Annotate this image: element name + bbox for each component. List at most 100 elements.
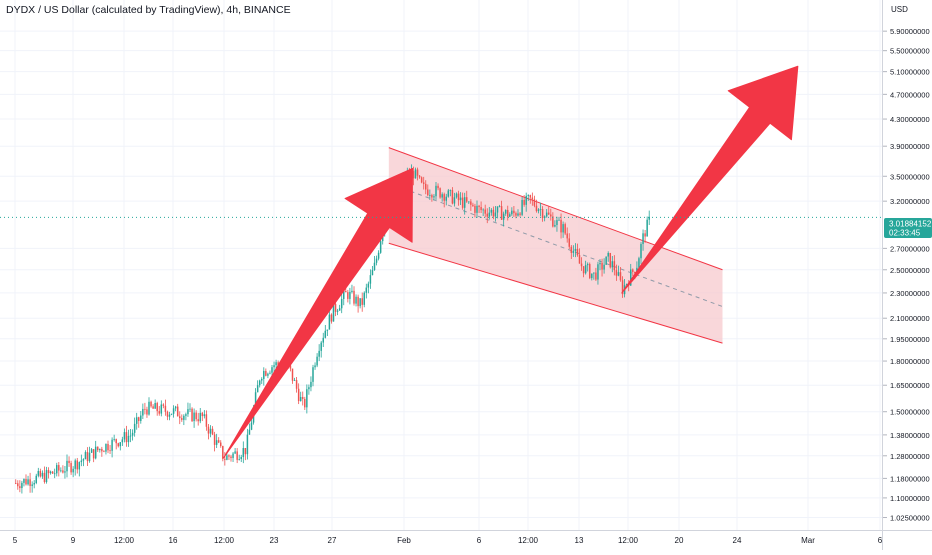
candle [72, 466, 74, 478]
candle [371, 265, 374, 276]
x-tick-label: 12:00 [618, 536, 639, 545]
candle [494, 206, 497, 222]
x-tick-label: 23 [270, 536, 279, 545]
candle [445, 193, 447, 206]
candle [183, 414, 185, 426]
price-tag-countdown: 02:33:45 [889, 229, 921, 238]
x-tick-label: 12:00 [214, 536, 235, 545]
candle [519, 211, 521, 217]
candle [299, 391, 302, 402]
candle [162, 403, 165, 409]
candle [211, 426, 214, 436]
candle [556, 216, 558, 232]
candle [220, 440, 222, 448]
candle [232, 452, 234, 463]
candle [29, 472, 31, 493]
candle [103, 450, 105, 453]
channel-lower-line[interactable] [388, 242, 723, 344]
candle [121, 436, 124, 446]
x-tick-label: Mar [801, 536, 815, 545]
candle [437, 183, 439, 191]
arrow-2[interactable] [621, 65, 799, 294]
candle [435, 182, 437, 200]
candle [53, 468, 56, 479]
candle [478, 204, 480, 214]
candle [189, 403, 191, 413]
candle [480, 201, 482, 214]
candle [566, 227, 568, 243]
candle [572, 245, 575, 257]
candle [322, 332, 324, 347]
candle [228, 454, 230, 460]
candle [328, 310, 331, 330]
candle [207, 424, 210, 440]
candle [23, 478, 25, 487]
candle [179, 411, 181, 425]
candle [74, 458, 76, 476]
candle [144, 402, 146, 415]
candle [422, 176, 425, 190]
candle [367, 281, 370, 294]
candle [119, 441, 122, 451]
channel-median-line [402, 187, 723, 308]
candle [318, 344, 320, 362]
price-axis[interactable]: 5.90000000 5.50000000 5.10000000 4.70000000… [883, 27, 930, 523]
candle [234, 448, 236, 455]
candle [49, 470, 52, 475]
candle [552, 212, 554, 228]
candle [60, 467, 62, 473]
candle [562, 221, 564, 238]
candle [224, 452, 226, 466]
candle [150, 400, 152, 408]
candle [509, 212, 511, 218]
candle [357, 294, 359, 313]
y-tick-label: 1.95000000 [890, 335, 930, 344]
candle [541, 206, 544, 222]
candle [201, 411, 204, 422]
y-tick-label: 5.90000000 [890, 27, 930, 36]
candle [92, 449, 95, 463]
candle [236, 448, 238, 464]
candle [580, 257, 583, 271]
candle [258, 379, 261, 388]
candle [170, 413, 173, 416]
candle [521, 196, 523, 217]
candle [550, 208, 552, 221]
candle [187, 402, 189, 417]
candle [525, 192, 527, 212]
candle [447, 188, 450, 198]
candle [347, 289, 349, 303]
candle [176, 403, 179, 417]
candle [351, 284, 353, 294]
candle [515, 211, 517, 219]
candle [574, 243, 577, 258]
candle [111, 437, 113, 458]
arrow-1[interactable] [223, 167, 413, 459]
candle [548, 206, 550, 216]
candle [451, 187, 454, 205]
candle [88, 446, 91, 463]
time-axis[interactable]: 5 9 12:00 16 12:00 23 27 Feb 6 12:00 13 12:00 20 24 Ma… [13, 536, 883, 545]
currency-label: USD [891, 5, 908, 14]
candle [459, 192, 462, 206]
candle [576, 243, 579, 257]
y-tick-label: 2.30000000 [890, 289, 930, 298]
candle [609, 252, 611, 269]
candle [199, 407, 201, 424]
candle [429, 189, 431, 200]
candle [568, 233, 570, 250]
candle [457, 190, 460, 206]
candle [492, 206, 495, 220]
x-tick-label: 5 [13, 536, 18, 545]
candle [529, 194, 532, 204]
candle [353, 286, 355, 306]
candle [632, 268, 634, 277]
candle [131, 429, 134, 441]
channel-upper-line[interactable] [388, 147, 723, 271]
candle [56, 462, 58, 477]
candle [256, 380, 259, 393]
candle [416, 167, 419, 181]
candle [78, 461, 81, 477]
candle [293, 377, 296, 381]
